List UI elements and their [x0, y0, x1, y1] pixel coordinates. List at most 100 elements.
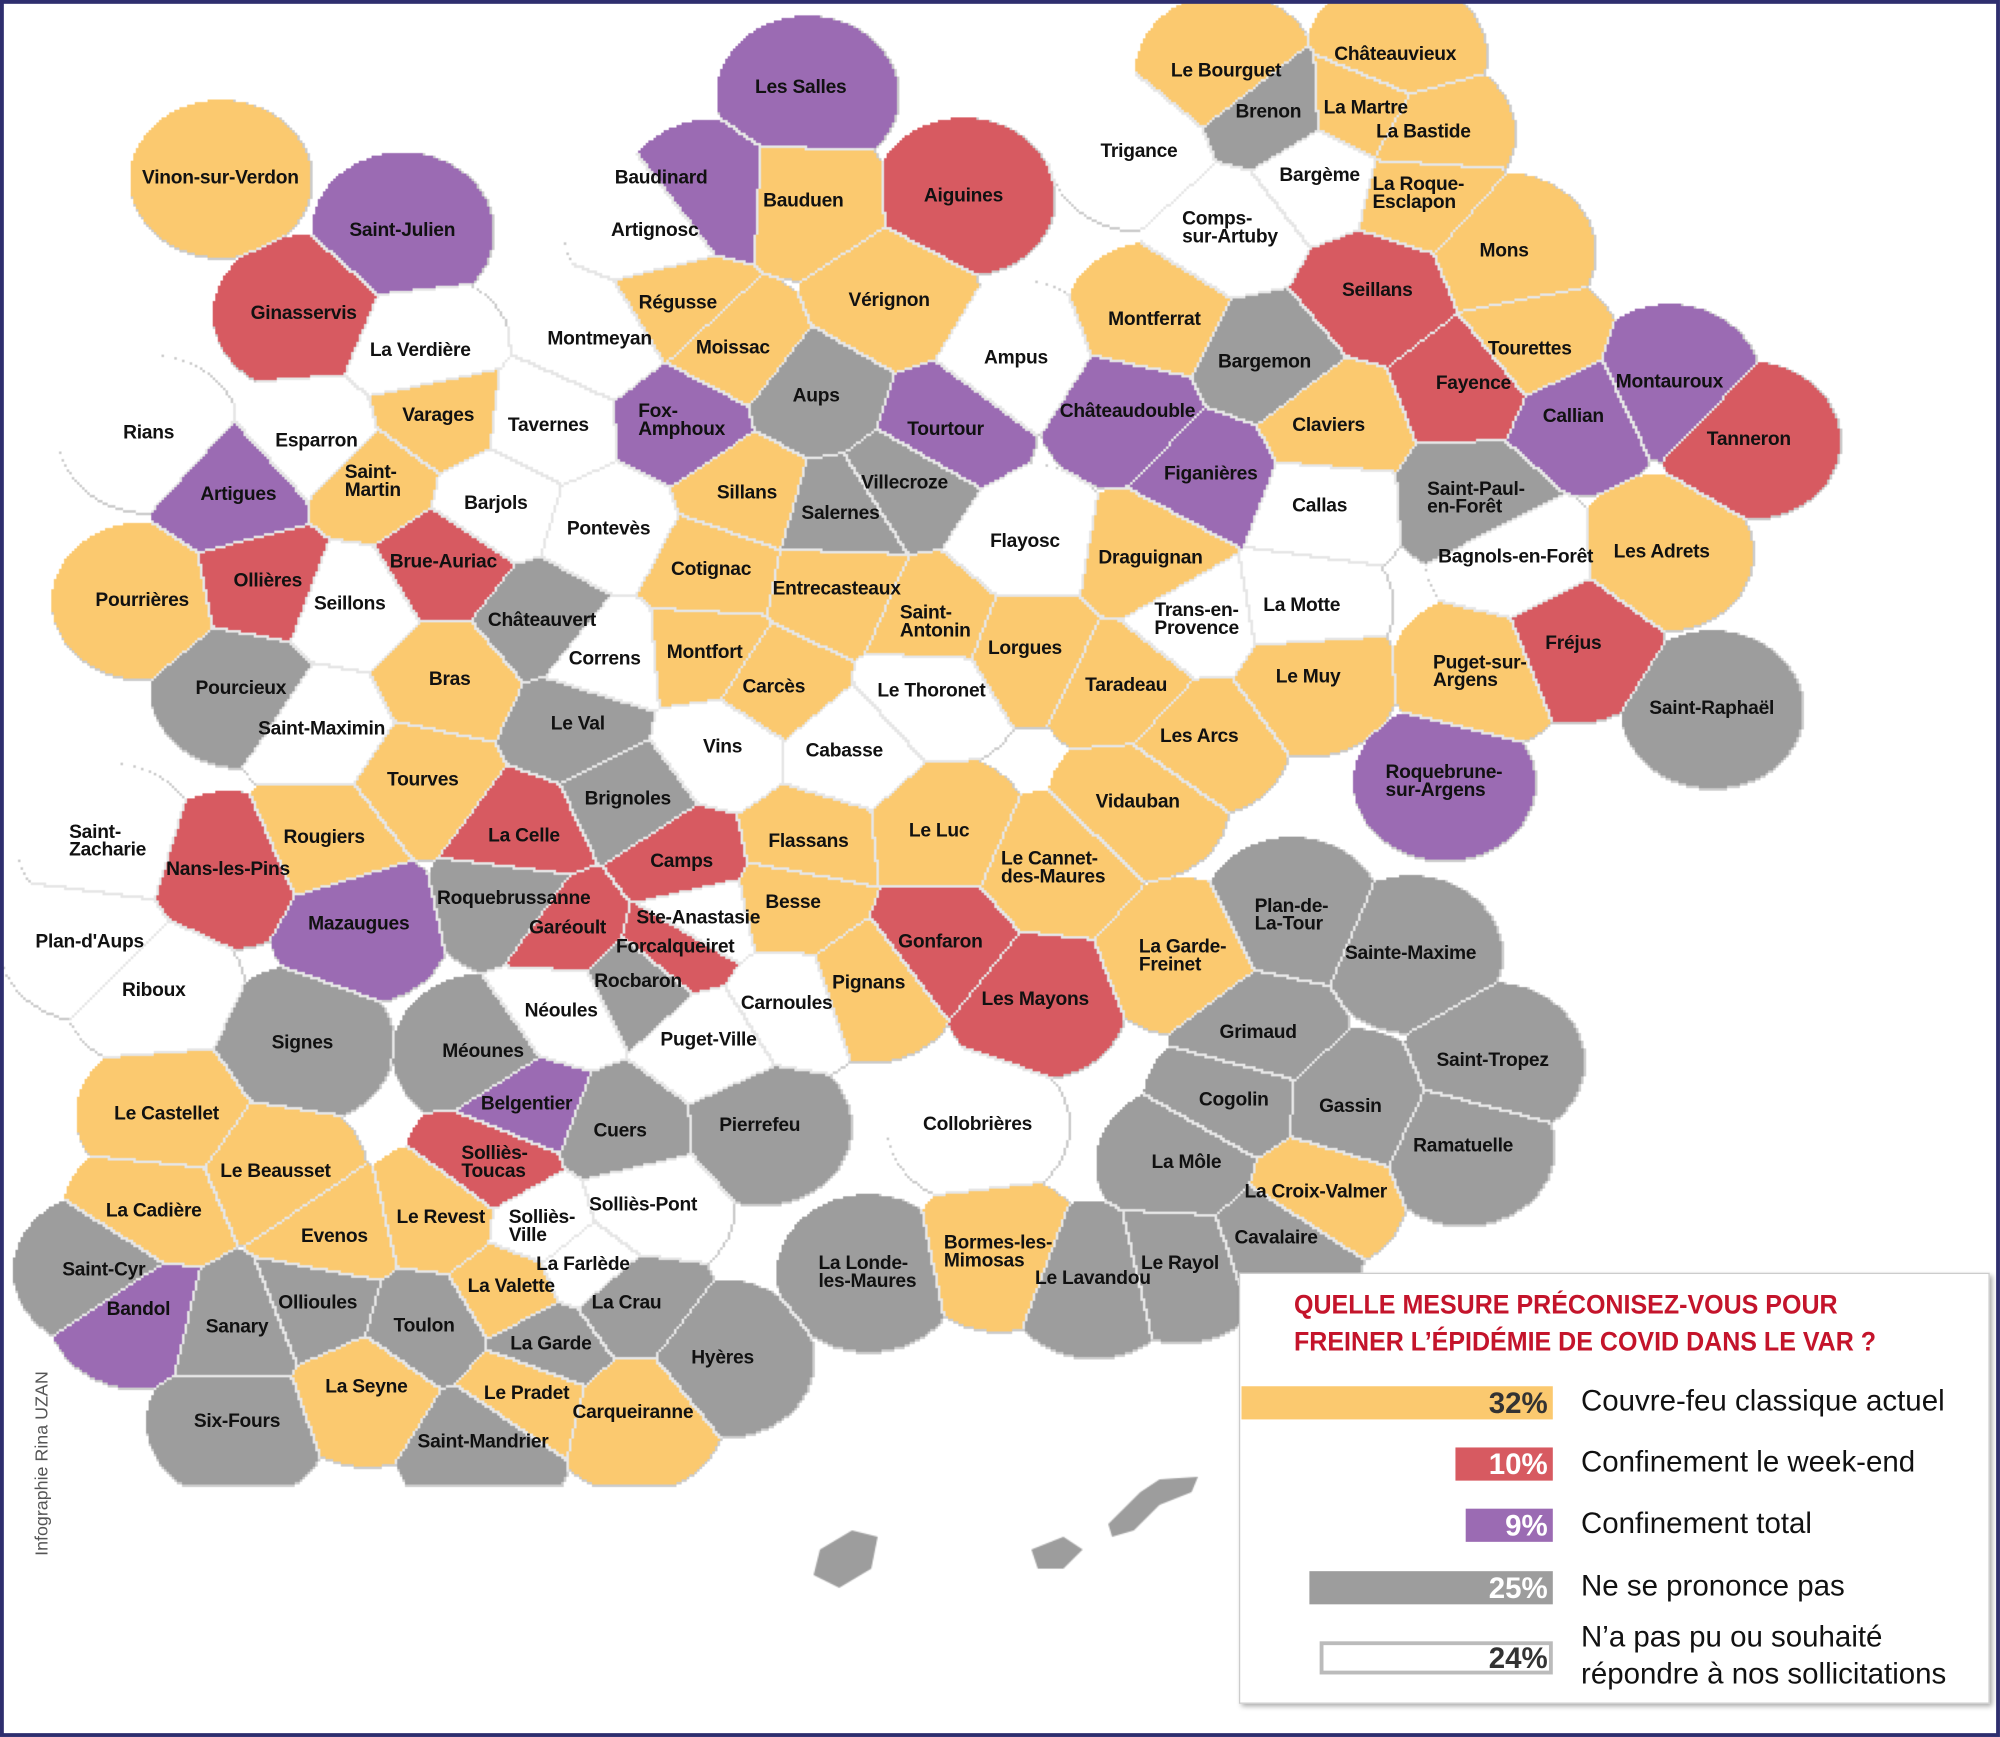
town-label: Bagnols-en-Forêt: [1438, 545, 1594, 568]
town-label: Artigues: [200, 483, 277, 506]
town-label: Barjols: [464, 492, 528, 514]
town-label: Moissac: [695, 336, 770, 359]
town-label: Le Bourguet: [1170, 59, 1282, 82]
town-label: Le Beausset: [220, 1160, 331, 1183]
town-label: Artignosc: [610, 219, 699, 242]
town-label: Saint-Mandrier: [417, 1430, 549, 1453]
legend-label: Couvre-feu classique actuel: [1581, 1383, 1945, 1417]
town-label: Fayence: [1435, 372, 1511, 395]
town-label: Six-Fours: [193, 1410, 281, 1433]
town-label: Taradeau: [1085, 674, 1168, 697]
town-label: Tanneron: [1706, 428, 1791, 451]
town-label: Cabasse: [805, 739, 884, 762]
town-label: Callas: [1292, 494, 1348, 517]
town-label: Solliès-Pont: [589, 1193, 698, 1216]
town-label: Solliès- Ville: [508, 1206, 576, 1246]
town-label: Saint- Martin: [344, 461, 401, 502]
town-label: Signes: [271, 1031, 334, 1054]
town-label: Fox- Amphoux: [638, 400, 726, 440]
town-label: Le Pradet: [483, 1382, 570, 1405]
town-label: Ramatuelle: [1413, 1135, 1514, 1157]
town-label: Le Cannet- des-Maures: [1001, 848, 1106, 888]
town-label: Gonfaron: [898, 930, 983, 953]
town-label: Les Adrets: [1613, 540, 1710, 563]
town-label: Le Muy: [1275, 665, 1341, 688]
legend-bar: [1319, 1641, 1553, 1675]
legend-item: 25% Ne se prononce pas: [1240, 1564, 1988, 1615]
town-label: Vidauban: [1095, 790, 1180, 813]
town-label: Brenon: [1235, 100, 1302, 123]
town-label: Tavernes: [507, 414, 589, 437]
town-label: Le Lavandou: [1035, 1267, 1151, 1290]
town-label: La Valette: [467, 1275, 555, 1297]
legend-item: 9% Confinement total: [1240, 1501, 1988, 1552]
town-label: Flassans: [768, 830, 849, 852]
town-label: Saint-Tropez: [1436, 1049, 1549, 1072]
town-label: Ollioules: [278, 1291, 358, 1314]
town-label: Ollières: [233, 570, 303, 592]
town-label: Saint- Zacharie: [69, 821, 147, 861]
town-label: La Motte: [1263, 594, 1341, 616]
town-label: Saint-Raphaël: [1649, 697, 1775, 720]
town-label: Riboux: [121, 979, 186, 1002]
town-label: Saint-Maximin: [258, 717, 386, 740]
town-label: La Môle: [1151, 1151, 1222, 1174]
town-label: Pierrefeu: [719, 1114, 801, 1137]
legend-title: QUELLE MESURE PRÉCONISEZ-VOUS POUR FREIN…: [1294, 1290, 1877, 1357]
town-label: Forcalqueiret: [615, 936, 735, 958]
town-label: Châteauvert: [487, 609, 597, 632]
town-label: Bras: [428, 668, 471, 690]
town-label: Le Thoronet: [877, 679, 986, 702]
legend-percent: 9%: [1505, 1508, 1548, 1542]
town-label: Flayosc: [990, 530, 1060, 553]
town-label: Cogolin: [1198, 1089, 1269, 1111]
town-label: Mons: [1479, 239, 1529, 262]
town-label: Figanières: [1163, 462, 1258, 485]
legend-bar: [1455, 1447, 1553, 1481]
legend-percent: 10%: [1488, 1447, 1548, 1481]
town-label: Les Salles: [755, 76, 847, 99]
legend-percent: 24%: [1488, 1641, 1548, 1675]
town-label: La Londe- les-Maures: [818, 1252, 917, 1292]
town-label: La Farlède: [536, 1253, 630, 1276]
town-label: Villecroze: [861, 471, 948, 494]
town-label: Montmeyan: [547, 327, 652, 350]
town-label: Tourtour: [907, 418, 984, 440]
legend-item: 10% Confinement le week-end: [1240, 1440, 1988, 1491]
town-label: Correns: [568, 647, 641, 670]
town-label: Evenos: [300, 1225, 368, 1248]
town-label: Bandol: [106, 1298, 171, 1320]
town-label: Ginasservis: [250, 302, 357, 324]
town-label: Entrecasteaux: [772, 577, 901, 600]
legend-label: N’a pas pu ou souhaité répondre à nos so…: [1581, 1619, 1947, 1690]
town-label: Rians: [123, 422, 175, 444]
town-label: Pontevès: [566, 517, 651, 540]
town-label: Pourrières: [95, 589, 190, 611]
legend-bar: [1309, 1571, 1553, 1605]
town-label: Gassin: [1319, 1095, 1382, 1118]
legend-bar: [1241, 1386, 1553, 1420]
town-label: Rocbaron: [594, 970, 682, 993]
town-label: Bauduen: [763, 190, 844, 212]
town-label: Ste-Anastasie: [636, 906, 761, 929]
town-label: Salernes: [801, 502, 880, 525]
town-label: Châteaudouble: [1059, 400, 1196, 423]
town-label: Saint-Paul- en-Forêt: [1427, 478, 1525, 518]
town-label: Tourettes: [1487, 337, 1572, 360]
town-label: Comps- sur-Artuby: [1182, 207, 1278, 248]
town-label: Seillans: [1341, 279, 1413, 301]
town-label: La Verdière: [369, 339, 471, 361]
town-label: Trigance: [1100, 140, 1178, 162]
legend-label: Confinement le week-end: [1581, 1444, 1916, 1479]
town-label: Seillons: [313, 593, 386, 615]
town-label: Montferrat: [1108, 308, 1201, 331]
legend-percent: 25%: [1488, 1571, 1548, 1605]
town-label: Sainte-Maxime: [1344, 942, 1477, 965]
town-label: Callian: [1542, 405, 1604, 428]
town-label: Sillans: [716, 482, 778, 504]
town-label: Carcès: [742, 675, 806, 698]
town-label: Le Castellet: [114, 1103, 219, 1125]
town-label: Plan-d'Aups: [35, 930, 144, 953]
town-label: Solliès- Toucas: [461, 1142, 528, 1183]
